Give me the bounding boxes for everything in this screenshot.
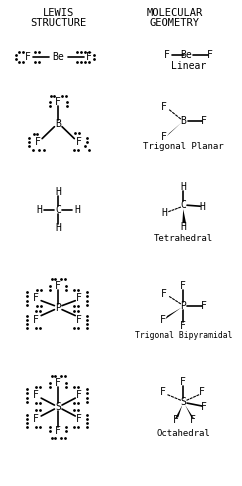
Text: H: H [161,208,167,218]
Text: Tetrahedral: Tetrahedral [154,234,213,243]
Text: F: F [76,293,82,303]
Text: H: H [74,205,80,215]
Text: F: F [33,390,38,400]
Text: F: F [76,314,82,325]
Text: H: H [199,202,205,212]
Polygon shape [182,209,186,223]
Text: C: C [180,200,186,210]
Text: F: F [33,293,38,303]
Text: B: B [55,119,61,129]
Text: F: F [201,116,207,126]
Text: Be: Be [180,50,192,60]
Text: F: F [180,281,186,291]
Text: F: F [180,321,186,330]
Text: P: P [55,303,61,312]
Text: F: F [180,377,186,387]
Text: F: F [161,102,167,112]
Text: F: F [164,50,170,60]
Text: F: F [33,414,38,424]
Text: H: H [55,187,61,197]
Text: H: H [36,205,42,215]
Text: F: F [76,414,82,424]
Polygon shape [185,405,194,419]
Text: F: F [55,378,61,388]
Text: F: F [199,387,205,397]
Text: F: F [201,402,207,412]
Text: B: B [180,116,186,126]
Text: F: F [161,289,167,299]
Text: F: F [86,52,91,62]
Text: H: H [180,182,186,192]
Text: GEOMETRY: GEOMETRY [150,18,200,28]
Text: MOLECULAR: MOLECULAR [147,8,203,18]
Text: F: F [55,97,61,107]
Polygon shape [165,308,181,319]
Text: Be: Be [52,52,64,62]
Text: Trigonal Bipyramidal: Trigonal Bipyramidal [135,331,232,340]
Polygon shape [167,122,181,136]
Text: F: F [190,415,196,425]
Text: F: F [201,301,207,311]
Text: F: F [161,132,167,141]
Text: F: F [55,426,61,436]
Text: Octahedral: Octahedral [156,430,210,438]
Text: F: F [173,415,179,425]
Text: F: F [33,314,38,325]
Text: F: F [76,137,82,147]
Text: LEWIS: LEWIS [43,8,74,18]
Text: F: F [25,52,31,62]
Text: S: S [55,402,61,412]
Text: C: C [55,205,61,215]
Text: F: F [159,314,165,325]
Text: F: F [159,387,165,397]
Text: F: F [55,281,61,291]
Text: H: H [55,223,61,233]
Text: S: S [180,397,186,407]
Text: STRUCTURE: STRUCTURE [30,18,86,28]
Text: F: F [76,390,82,400]
Text: F: F [34,137,40,147]
Text: Linear: Linear [171,61,207,71]
Text: F: F [207,50,213,60]
Text: P: P [180,301,186,311]
Text: H: H [180,222,186,232]
Polygon shape [175,405,182,419]
Text: Trigonal Planar: Trigonal Planar [143,142,224,151]
